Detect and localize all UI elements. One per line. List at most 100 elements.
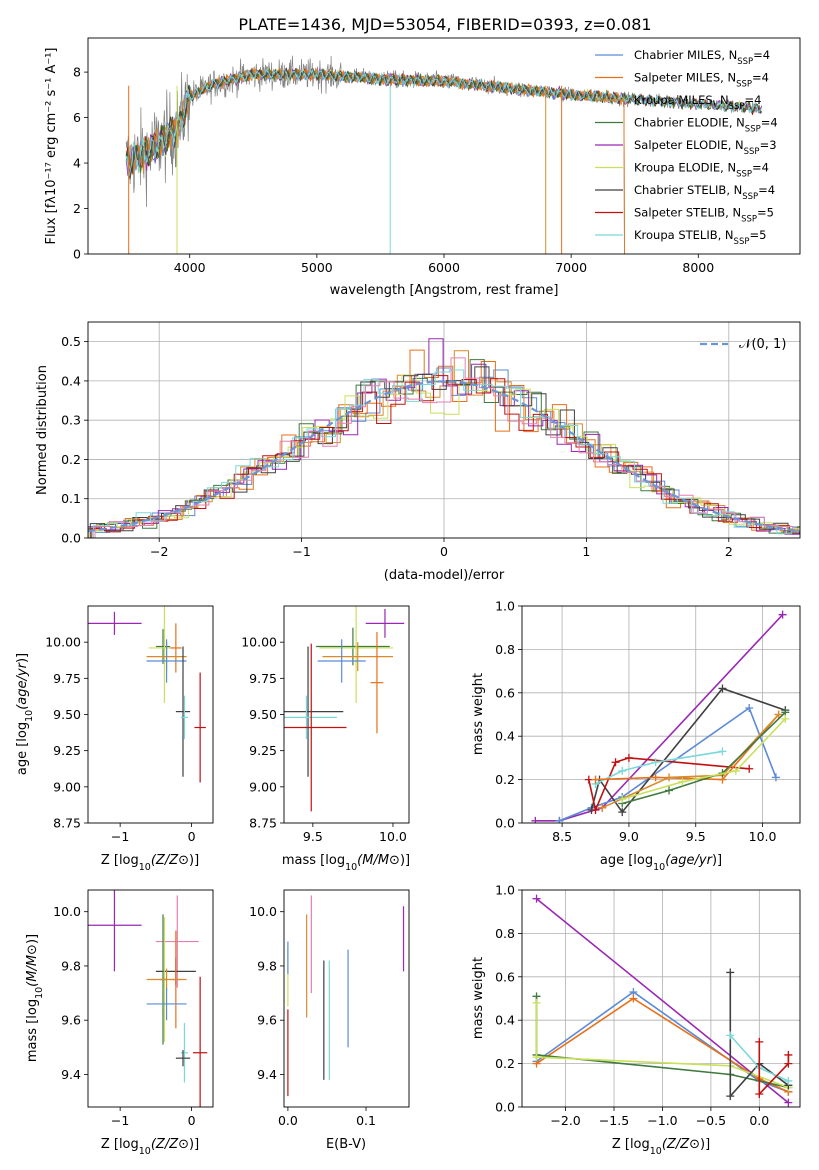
residuals-plot-area [88, 322, 800, 538]
residual-histogram-step [91, 375, 800, 538]
age-vs-mass-frame [283, 605, 410, 824]
weight-vs-age-series-marker [731, 766, 740, 775]
spectrum-y-tick-label: 4 [73, 156, 81, 171]
weight-vs-age-series-marker [678, 777, 687, 786]
age-vs-Z-plot-area [88, 606, 206, 783]
weight-vs-Z-series-line [535, 898, 789, 1104]
weight-vs-age-y-tick-label: 0.0 [495, 816, 515, 831]
mass-vs-EBV-x-tick-label: 0.1 [356, 1113, 376, 1128]
mass-vs-EBV-y-tick-label: 9.8 [257, 958, 277, 973]
weight-vs-Z-y-tick-label: 0.6 [495, 969, 515, 984]
mass-vs-Z-x-tick-label: −1 [111, 1113, 129, 1128]
weight-vs-Z-plot-area [522, 890, 800, 1107]
age-vs-mass-y-tick-label: 9.50 [249, 707, 277, 722]
age-vs-mass-y-tick-label: 9.75 [249, 671, 277, 686]
weight-vs-age-series-marker [611, 758, 620, 767]
residual-histogram-step [88, 338, 800, 535]
weight-vs-Z-x-tick-label: −1.0 [647, 1113, 677, 1128]
weight-vs-age-series-marker [651, 773, 660, 782]
residuals-y-tick-label: 0.4 [61, 373, 81, 388]
residuals-y-tick-label: 0.2 [61, 452, 81, 467]
weight-vs-age-series-marker [555, 816, 564, 823]
weight-vs-Z-series-line [536, 997, 789, 1093]
residuals-x-tick-label: 1 [582, 544, 590, 559]
spectrum-frame [87, 37, 801, 255]
weight-vs-Z-x-tick-label: 0.0 [749, 1113, 769, 1128]
weight-vs-age-series-marker [718, 684, 727, 693]
gaussian-curve [88, 380, 800, 533]
mass-vs-EBV-frame [283, 889, 410, 1108]
residuals-x-tick-label: −1 [292, 544, 310, 559]
weight-vs-Z-x-tick-label: −1.5 [599, 1113, 629, 1128]
age-vs-mass-y-tick-label: 10.00 [241, 635, 277, 650]
age-vs-mass-x-axis-label: mass [log10(M/M⊙)] [282, 853, 410, 873]
mass-vs-Z-y-axis-label: mass [log10(M/M⊙)] [25, 934, 45, 1062]
residual-histogram-step [92, 369, 800, 538]
residuals-frame [87, 321, 801, 539]
spectrum-y-tick-label: 0 [73, 247, 81, 262]
residuals-panel: −2 −1 0 1 2 0.0 0.1 0.2 0.3 0.4 0.5 𝒩(0, 1) (data-mo… [35, 321, 801, 583]
weight-vs-age-y-axis-label: mass weight [471, 673, 486, 755]
weight-vs-Z-series-marker [784, 1098, 793, 1107]
spectrum-y-tick-label: 2 [73, 201, 81, 216]
age-vs-mass-panel: 9.5 10.0 8.75 9.00 9.25 9.50 9.75 10.00 mass [lo… [241, 605, 410, 873]
age-vs-Z-y-axis-label: age [log10(age/yr)] [15, 653, 35, 775]
age-vs-Z-y-tick-label: 9.50 [53, 707, 81, 722]
mass-vs-Z-y-tick-label: 9.4 [61, 1067, 81, 1082]
spectrum-y-tick-label: 6 [73, 110, 81, 125]
weight-vs-age-series-marker [584, 775, 593, 784]
age-vs-Z-y-tick-label: 9.75 [53, 671, 81, 686]
spectrum-model-line [125, 68, 762, 179]
age-vs-mass-y-tick-label: 8.75 [249, 816, 277, 831]
weight-vs-age-plot-area [522, 606, 800, 823]
weight-vs-age-series-marker [745, 703, 754, 712]
weight-vs-age-series-marker [781, 714, 790, 723]
weight-vs-age-series-marker [774, 710, 783, 719]
age-vs-Z-y-tick-label: 8.75 [53, 816, 81, 831]
age-vs-Z-y-tick-label: 9.25 [53, 743, 81, 758]
weight-vs-Z-y-tick-label: 0.8 [495, 926, 515, 941]
weight-vs-age-series-marker [745, 764, 754, 773]
mass-vs-Z-x-tick-label: 0 [188, 1113, 196, 1128]
residuals-y-tick-label: 0.5 [61, 334, 81, 349]
age-vs-Z-panel: −1 0 8.75 9.00 9.25 9.50 9.75 10.00 Z [log10(Z/Z… [15, 605, 214, 873]
weight-vs-age-series-marker [778, 610, 787, 619]
figure-title: PLATE=1436, MJD=53054, FIBERID=0393, z=0… [238, 15, 651, 34]
weight-vs-age-panel: 8.5 9.0 9.5 10.0 0.0 0.2 0.4 0.6 0.8 1.0 age [log1… [471, 599, 801, 873]
weight-vs-age-series-marker [618, 766, 627, 775]
residual-histogram-step [89, 366, 800, 538]
residual-histogram-step [94, 357, 800, 538]
mass-vs-Z-y-tick-label: 10.0 [53, 904, 81, 919]
weight-vs-age-series-marker [591, 805, 600, 814]
spectrum-x-axis-label: wavelength [Angstrom, rest frame] [330, 283, 559, 298]
mass-vs-EBV-panel: 0.0 0.1 9.4 9.6 9.8 10.0 E(B-V) [249, 889, 410, 1152]
spectrum-y-axis-label: Flux [fλ10⁻¹⁷ erg cm⁻² s⁻¹ A⁻¹] [44, 48, 59, 245]
mass-vs-Z-y-tick-label: 9.8 [61, 958, 81, 973]
mass-vs-EBV-x-tick-label: 0.0 [278, 1113, 298, 1128]
weight-vs-age-series-marker [651, 758, 660, 767]
residuals-y-axis-label: Normed distribution [35, 365, 50, 495]
mass-vs-EBV-y-tick-label: 9.4 [257, 1067, 277, 1082]
weight-vs-age-series-marker [618, 808, 627, 817]
weight-vs-age-series-line [535, 614, 784, 822]
residuals-y-tick-label: 0.3 [61, 413, 81, 428]
weight-vs-age-x-tick-label: 8.5 [552, 829, 572, 844]
weight-vs-age-frame [521, 605, 801, 824]
weight-vs-age-x-tick-label: 9.0 [619, 829, 639, 844]
weight-vs-Z-series-marker [726, 1092, 735, 1101]
mass-vs-Z-frame [87, 889, 214, 1108]
mass-vs-EBV-y-tick-label: 10.0 [249, 904, 277, 919]
mass-vs-EBV-x-axis-label: E(B-V) [326, 1137, 366, 1152]
weight-vs-Z-series-marker [726, 1031, 735, 1040]
gaussian-legend-label: 𝒩(0, 1) [739, 337, 786, 352]
weight-vs-Z-series-marker [532, 998, 541, 1007]
weight-vs-age-series-line [621, 718, 786, 800]
age-vs-mass-y-tick-label: 9.00 [249, 779, 277, 794]
residuals-x-tick-label: 0 [440, 544, 448, 559]
weight-vs-Z-x-tick-label: −0.5 [696, 1113, 726, 1128]
weight-vs-Z-x-axis-label: Z [log10(Z/Z⊙)] [612, 1137, 710, 1157]
weight-vs-age-y-tick-label: 0.8 [495, 642, 515, 657]
age-vs-mass-plot-area [284, 606, 405, 812]
weight-vs-Z-series-marker [784, 1059, 793, 1068]
residuals-x-axis-label: (data-model)/error [384, 568, 505, 583]
